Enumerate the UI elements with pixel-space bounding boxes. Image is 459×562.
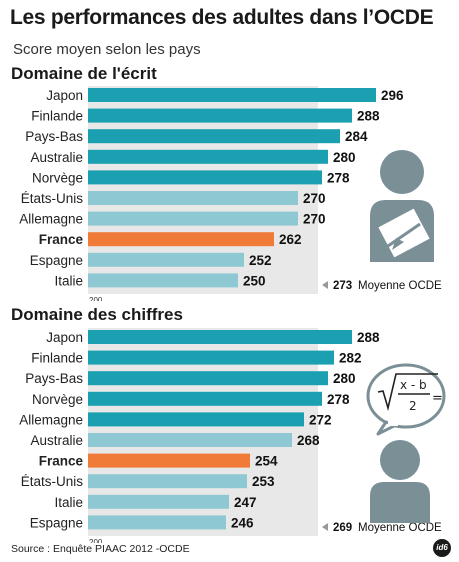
bar-1-3	[88, 391, 322, 406]
value-label-0-9: 250	[243, 273, 266, 288]
bar-0-1	[88, 108, 352, 123]
value-label-0-1: 288	[357, 109, 380, 124]
svg-text:x - b: x - b	[400, 378, 427, 392]
category-label-1-1: Finlande	[31, 351, 83, 366]
svg-text:=: =	[432, 391, 443, 406]
category-label-1-7: États-Unis	[21, 474, 84, 489]
category-label-1-3: Norvège	[32, 392, 83, 407]
category-label-0-3: Australie	[30, 150, 83, 165]
value-label-0-8: 252	[249, 253, 272, 268]
section-title-chiffres: Domaine des chiffres	[11, 305, 183, 324]
average-marker-1	[322, 523, 328, 531]
category-label-0-0: Japon	[46, 88, 83, 103]
bar-1-8	[88, 494, 229, 509]
bar-0-9	[88, 273, 238, 288]
value-label-1-5: 268	[297, 433, 320, 448]
category-label-1-6: France	[39, 454, 84, 469]
average-marker-0	[322, 281, 328, 289]
value-label-1-9: 246	[231, 515, 254, 530]
category-label-1-0: Japon	[46, 330, 83, 345]
value-label-1-2: 280	[333, 371, 356, 386]
value-label-1-8: 247	[234, 495, 257, 510]
person-math-icon: x - b 2 =	[366, 363, 446, 523]
bar-0-8	[88, 252, 244, 267]
value-label-1-4: 272	[309, 412, 332, 427]
category-label-1-2: Pays-Bas	[25, 371, 83, 386]
bar-0-5	[88, 191, 298, 205]
category-label-0-8: Espagne	[30, 253, 83, 268]
chart-subtitle: Score moyen selon les pays	[13, 41, 201, 58]
category-label-1-8: Italie	[54, 495, 83, 510]
value-label-0-5: 270	[303, 191, 326, 206]
section-title-ecrit: Domaine de l'écrit	[11, 64, 157, 83]
category-label-0-2: Pays-Bas	[25, 129, 83, 144]
value-label-0-3: 280	[333, 150, 356, 165]
value-label-1-0: 288	[357, 330, 380, 345]
bar-1-5	[88, 433, 292, 447]
bar-0-2	[88, 129, 340, 144]
bar-0-3	[88, 149, 328, 164]
value-label-1-1: 282	[339, 351, 362, 366]
chart-title: Les performances des adultes dans l’OCDE	[10, 6, 434, 29]
bar-chart-ecrit: Japon 296 Finlande 288 Pays-Bas 284 Australie 2…	[19, 86, 442, 301]
svg-text:2: 2	[409, 399, 417, 413]
category-label-1-9: Espagne	[30, 515, 83, 530]
bar-1-0	[88, 330, 352, 344]
value-label-1-6: 254	[255, 454, 278, 469]
average-label-0: Moyenne OCDE	[358, 280, 442, 292]
average-label-1: Moyenne OCDE	[358, 522, 442, 534]
average-value-0: 273	[333, 280, 352, 292]
value-label-0-7: 262	[279, 232, 302, 247]
value-label-0-4: 278	[327, 170, 350, 185]
source-note: Source : Enquête PIAAC 2012 -OCDE	[11, 543, 190, 555]
value-label-0-0: 296	[381, 88, 404, 103]
category-label-0-6: Allemagne	[19, 212, 83, 227]
bar-chart-chiffres: Japon 288 Finlande 282 Pays-Bas 280 Norvège 278…	[19, 328, 442, 543]
bar-0-7	[88, 232, 274, 247]
value-label-1-3: 278	[327, 392, 350, 407]
bar-0-4	[88, 170, 322, 185]
axis-min-label-0: 200	[89, 296, 103, 301]
bar-0-6	[88, 211, 298, 226]
category-label-0-1: Finlande	[31, 109, 83, 124]
category-label-0-4: Norvège	[32, 170, 83, 185]
category-label-0-9: Italie	[54, 273, 83, 288]
value-label-0-2: 284	[345, 129, 368, 144]
bar-1-1	[88, 350, 334, 365]
category-label-0-7: France	[39, 232, 84, 247]
bar-1-6	[88, 453, 250, 468]
category-label-1-5: Australie	[30, 433, 83, 448]
average-value-1: 269	[333, 522, 352, 534]
bar-1-2	[88, 371, 328, 386]
value-label-0-6: 270	[303, 212, 326, 227]
brand-logo: id6	[433, 539, 451, 557]
value-label-1-7: 253	[252, 474, 275, 489]
bar-1-4	[88, 412, 304, 427]
category-label-1-4: Allemagne	[19, 412, 83, 427]
axis-min-label-1: 200	[89, 538, 103, 543]
bar-1-7	[88, 474, 247, 489]
person-writing-icon	[370, 150, 434, 262]
bar-1-9	[88, 515, 226, 530]
bar-0-0	[88, 88, 376, 102]
category-label-0-5: États-Unis	[21, 191, 84, 206]
